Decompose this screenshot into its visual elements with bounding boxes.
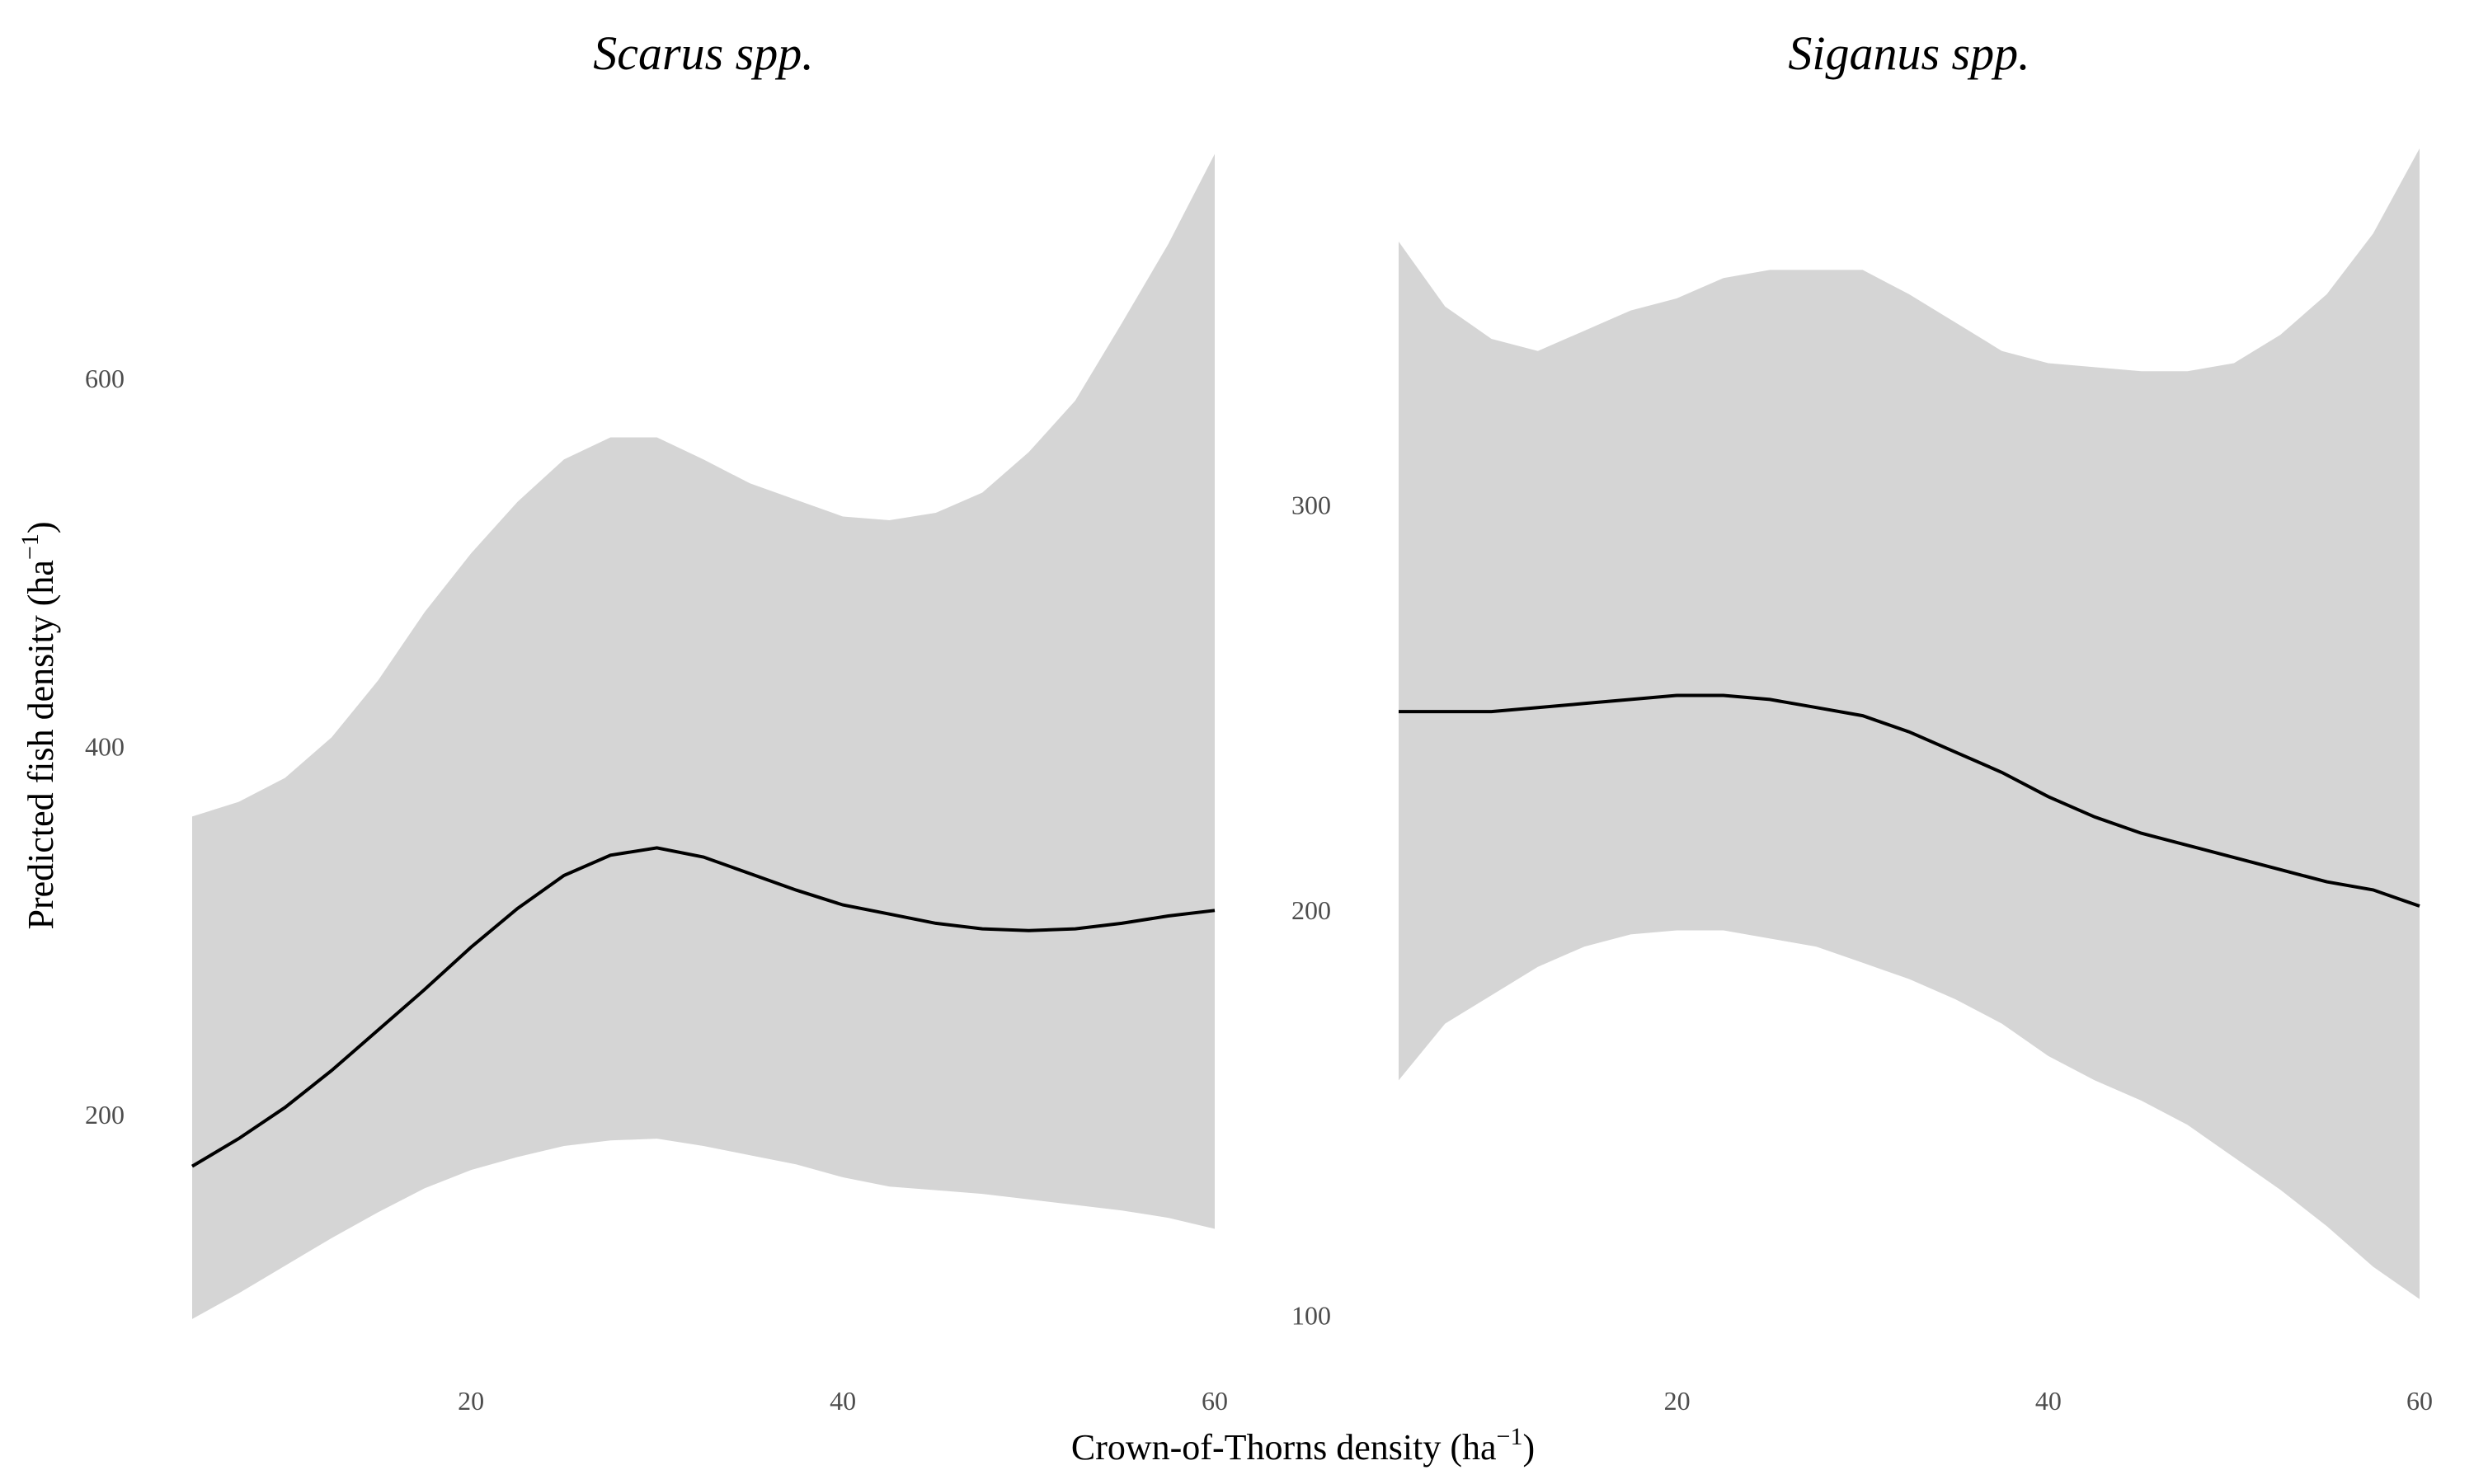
x-tick-label: 20 xyxy=(458,1386,484,1416)
y-ticks-siganus: 100 200 300 xyxy=(1291,490,1331,1330)
panel-title-scarus: Scarus spp. xyxy=(593,26,813,80)
prediction-line-siganus xyxy=(1399,693,2420,908)
y-axis-title-end: ) xyxy=(21,521,61,533)
y-ticks-scarus: 200 400 600 xyxy=(85,364,125,1129)
x-ticks-scarus: 20 40 60 xyxy=(458,1386,1228,1416)
confidence-band-siganus xyxy=(1399,148,2420,1299)
prediction-line-scarus xyxy=(190,846,1216,1168)
y-tick-label: 200 xyxy=(85,1100,125,1129)
panel-title-siganus: Siganus spp. xyxy=(1788,26,2030,80)
panel-scarus: Scarus spp. 20 40 60 200 400 600 xyxy=(85,26,1228,1416)
x-axis-title-text: Crown-of-Thorns density (ha xyxy=(1071,1427,1497,1468)
y-tick-label: 400 xyxy=(85,732,125,762)
x-ticks-siganus: 20 40 60 xyxy=(1664,1386,2433,1416)
y-tick-label: 600 xyxy=(85,364,125,393)
y-tick-label: 100 xyxy=(1291,1300,1331,1330)
x-axis-title: Crown-of-Thorns density (ha−1) xyxy=(1071,1423,1535,1468)
x-tick-label: 40 xyxy=(2035,1386,2062,1416)
x-axis-title-end: ) xyxy=(1522,1427,1535,1468)
y-axis-title-text: Predicted fish density (ha xyxy=(21,560,61,929)
x-axis-title-superscript: −1 xyxy=(1497,1423,1523,1450)
confidence-band-scarus xyxy=(192,153,1215,1319)
x-tick-label: 60 xyxy=(2406,1386,2433,1416)
x-tick-label: 40 xyxy=(830,1386,856,1416)
y-axis-title: Predicted fish density (ha−1) xyxy=(16,521,61,929)
x-tick-label: 20 xyxy=(1664,1386,1691,1416)
x-tick-label: 60 xyxy=(1202,1386,1228,1416)
panel-siganus: Siganus spp. 20 40 60 100 200 300 xyxy=(1291,26,2433,1416)
y-tick-label: 200 xyxy=(1291,895,1331,925)
y-tick-label: 300 xyxy=(1291,490,1331,519)
y-axis-title-superscript: −1 xyxy=(16,533,44,560)
